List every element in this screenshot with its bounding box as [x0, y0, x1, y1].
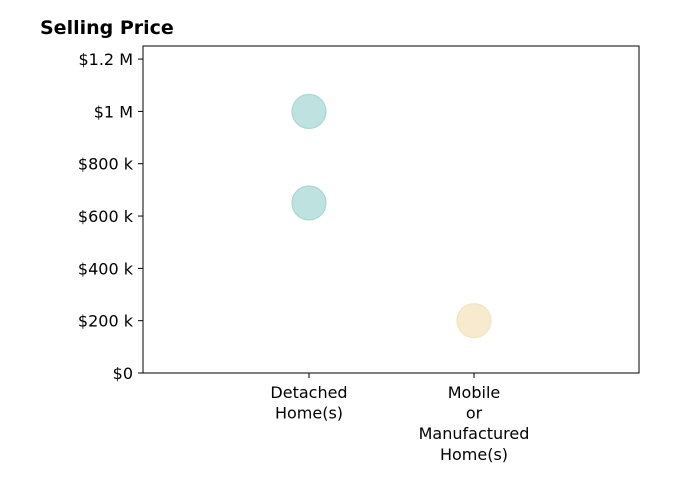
- x-tick-label-line: Manufactured: [419, 424, 530, 443]
- x-axis: Detached Home(s) Mobile or Manufactured Home(…: [270, 373, 529, 464]
- data-point[interactable]: [456, 303, 492, 339]
- y-axis: $0 $200 k $400 k $600 k $800 k $1 M $1.2 M: [78, 50, 143, 383]
- y-tick-label: $800 k: [78, 155, 134, 174]
- chart-title: Selling Price: [40, 17, 174, 39]
- x-tick-label: Mobile or Manufactured Home(s): [419, 383, 530, 464]
- y-tick-label: $1 M: [94, 102, 133, 121]
- x-tick-label-line: or: [466, 404, 483, 423]
- data-point[interactable]: [291, 185, 327, 221]
- y-tick-label: $600 k: [78, 207, 134, 226]
- y-tick-label: $0: [113, 364, 133, 383]
- x-tick-label: Detached Home(s): [270, 383, 347, 423]
- data-points: [291, 93, 492, 339]
- x-tick-label-line: Detached: [270, 383, 347, 402]
- x-tick-label-line: Home(s): [440, 445, 508, 464]
- data-point[interactable]: [291, 93, 327, 130]
- y-tick-label: $400 k: [78, 259, 134, 278]
- x-tick-label-line: Mobile: [448, 383, 500, 402]
- y-tick-label: $1.2 M: [78, 50, 133, 69]
- x-tick-label-line: Home(s): [275, 404, 343, 423]
- y-tick-label: $200 k: [78, 312, 134, 331]
- plot-area-frame: [142, 45, 640, 374]
